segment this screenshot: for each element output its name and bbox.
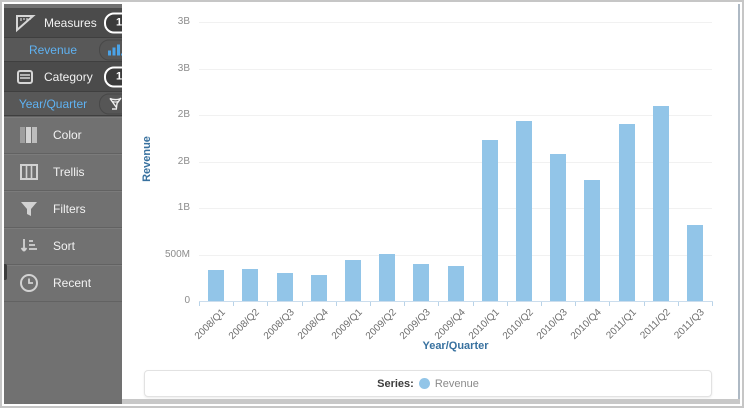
sidebar-item-recent[interactable]: Recent: [4, 264, 122, 301]
panel-collapse-handle[interactable]: [4, 264, 7, 280]
chart-legend: Series: Revenue: [144, 370, 712, 397]
sidebar-item-color[interactable]: Color: [4, 116, 122, 153]
bottom-chrome-strip: [122, 399, 740, 404]
bar-2009-q3[interactable]: [413, 263, 430, 301]
legend-series-dot[interactable]: [418, 378, 430, 389]
x-axis-line: [199, 301, 713, 302]
x-axis-title: Year/Quarter: [422, 340, 489, 352]
x-axis-tick: [472, 301, 474, 306]
legend-series-label[interactable]: Revenue: [434, 377, 479, 390]
y-tick-label: 3B: [177, 16, 190, 27]
measures-label: Measures: [44, 15, 97, 30]
sidebar-divider: [4, 301, 122, 302]
chart-builder-sidebar: Measures 1 Revenue Category 1 Year/Quart…: [4, 4, 134, 404]
y-tick-label: 0: [184, 295, 190, 306]
x-axis-tick: [541, 301, 542, 306]
gridline: [199, 68, 712, 70]
revenue-field-label: Revenue: [28, 42, 78, 57]
sidebar-item-revenue-field[interactable]: Revenue: [4, 38, 131, 62]
sort-descending-icon: [17, 236, 41, 256]
vertical-scrollbar[interactable]: [738, 4, 740, 400]
gridline: [199, 115, 712, 116]
sidebar-item-sort[interactable]: Sort: [4, 227, 122, 264]
bar-2011-q3[interactable]: [686, 225, 703, 301]
bar-2011-q2[interactable]: [652, 106, 669, 301]
y-tick-label: 500M: [164, 248, 190, 260]
sort-label: Sort: [53, 239, 76, 253]
sidebar-item-trellis[interactable]: Trellis: [4, 153, 122, 190]
bar-2008-q3[interactable]: [276, 273, 293, 301]
recent-label: Recent: [53, 276, 92, 290]
x-axis-tick: [438, 301, 440, 306]
bar-2008-q1[interactable]: [208, 270, 225, 301]
bar-2010-q4[interactable]: [584, 179, 601, 301]
filters-label: Filters: [53, 202, 86, 216]
x-axis-tick: [370, 301, 371, 306]
bar-2010-q3[interactable]: [550, 153, 567, 301]
sidebar-item-measures[interactable]: Measures 1: [4, 8, 134, 38]
x-axis-tick: [267, 301, 269, 306]
bar-2008-q4[interactable]: [310, 274, 327, 301]
y-tick-label: 2B: [177, 109, 190, 120]
category-label: Category: [44, 69, 93, 84]
set-square-ruler-icon: [13, 12, 37, 34]
gridline: [199, 22, 712, 23]
x-axis-tick: [233, 301, 235, 306]
bar-2009-q1[interactable]: [344, 260, 361, 301]
bar-2010-q1[interactable]: [481, 140, 498, 301]
color-label: Color: [53, 128, 82, 142]
color-swatches-icon: [17, 125, 41, 145]
trellis-label: Trellis: [53, 165, 85, 179]
y-tick-label: 3B: [177, 62, 190, 74]
y-axis-tick-labels: 0 500M 1B 2B 2B 3B 3B: [122, 4, 190, 404]
x-axis-tick: [609, 301, 611, 306]
x-axis-tick: [643, 301, 645, 306]
legend-prefix: Series:: [377, 377, 414, 390]
bar-2008-q2[interactable]: [242, 268, 259, 301]
x-axis-tick: [301, 301, 303, 306]
year-quarter-field-label: Year/Quarter: [18, 96, 88, 111]
x-axis-tick: [199, 301, 200, 306]
x-axis-tick: [677, 301, 679, 306]
bar-2009-q2[interactable]: [379, 254, 396, 301]
x-axis-tick: [575, 301, 577, 306]
clock-icon: [17, 272, 41, 294]
x-axis-tick: [506, 301, 508, 306]
sidebar-item-filters[interactable]: Filters: [4, 190, 122, 227]
sidebar-item-category[interactable]: Category 1: [4, 62, 134, 92]
chart-canvas: Revenue 0 500M 1B 2B 2B 3B 3B 2008/Q1 2008/Q2 20…: [122, 4, 740, 404]
funnel-icon: [17, 199, 41, 219]
trellis-grid-icon: [17, 162, 41, 182]
y-tick-label: 1B: [177, 202, 190, 213]
gridline: [199, 208, 712, 209]
gridline: [199, 161, 712, 163]
bar-2011-q1[interactable]: [618, 124, 635, 301]
bar-2010-q2[interactable]: [515, 121, 532, 301]
x-axis-tick-labels: 2008/Q1 2008/Q2 2008/Q3 2008/Q4 2009/Q1 2009/…: [122, 305, 740, 365]
x-axis-tick: [712, 301, 713, 306]
x-axis-tick: [335, 301, 337, 306]
y-tick-label: 2B: [177, 155, 190, 167]
drawer-icon: [13, 66, 37, 88]
x-axis-tick: [404, 301, 406, 306]
sidebar-item-year-quarter-field[interactable]: Year/Quarter: [4, 92, 131, 116]
plot-area: [199, 22, 713, 306]
bar-2009-q4[interactable]: [447, 266, 464, 301]
gridline: [199, 254, 712, 256]
